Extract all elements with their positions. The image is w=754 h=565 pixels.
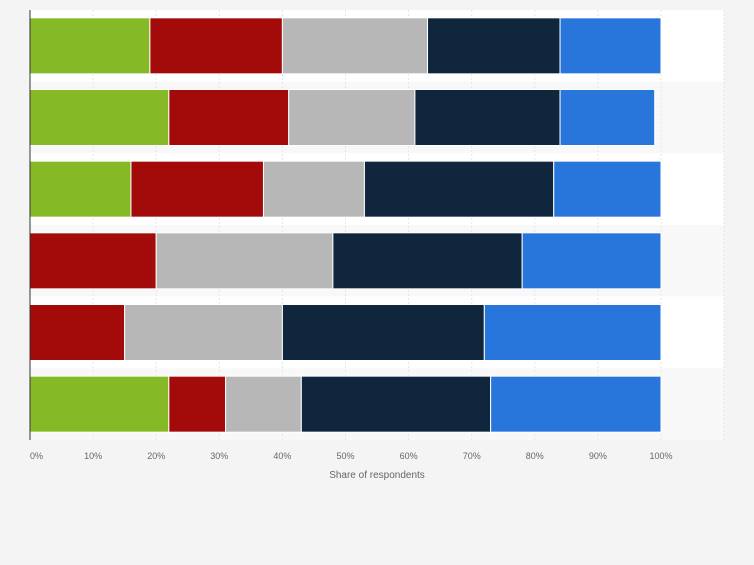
x-tick-label: 100% (649, 451, 672, 461)
bar-segment-row-1-series-4 (427, 17, 561, 75)
bar-segment-row-1-series-1 (29, 17, 151, 75)
x-axis-ticks: 0% 10% 20% 30% 40% 50% 60% 70% 80% 90% 100% (30, 451, 673, 461)
bar-segment-row-6-series-4 (300, 375, 492, 433)
bar-segment-row-3-series-4 (363, 160, 555, 218)
bar-segment-row-2-series-4 (414, 89, 561, 146)
bar-segment-row-2-series-3 (288, 89, 416, 146)
bar-segment-row-3-series-3 (262, 160, 365, 218)
bar-segment-row-2-series-2 (168, 89, 290, 146)
bar-segment-row-6-series-3 (225, 375, 302, 433)
bar-segment-row-3-series-2 (130, 160, 264, 218)
bars (29, 17, 662, 433)
x-tick-label: 0% (30, 451, 43, 461)
bar-segment-row-6-series-2 (168, 375, 227, 433)
x-tick-label: 10% (84, 451, 102, 461)
bar-segment-row-1-series-5 (559, 17, 662, 75)
bar-segment-row-5-series-3 (124, 304, 283, 361)
bar-segment-row-2-series-1 (29, 89, 170, 146)
bar-segment-row-6-series-1 (29, 375, 170, 433)
bar-segment-row-1-series-3 (281, 17, 429, 75)
bar-segment-row-4-series-5 (521, 232, 662, 290)
bar-segment-row-3-series-5 (553, 160, 662, 218)
bar-segment-row-4-series-3 (155, 232, 334, 290)
x-axis-label: Share of respondents (329, 470, 425, 481)
x-tick-label: 50% (336, 451, 354, 461)
bar-segment-row-3-series-1 (29, 160, 132, 218)
x-tick-label: 30% (210, 451, 228, 461)
bar-segment-row-4-series-4 (332, 232, 523, 290)
bar-segment-row-6-series-5 (490, 375, 662, 433)
row-bands (30, 10, 724, 440)
x-tick-label: 40% (273, 451, 291, 461)
bar-segment-row-4-series-2 (29, 232, 157, 290)
x-tick-label: 90% (589, 451, 607, 461)
x-tick-label: 80% (526, 451, 544, 461)
bar-segment-row-1-series-2 (149, 17, 283, 75)
bar-segment-row-5-series-2 (29, 304, 126, 361)
x-tick-label: 20% (147, 451, 165, 461)
x-tick-label: 70% (463, 451, 481, 461)
bar-segment-row-5-series-5 (483, 304, 662, 361)
bar-segment-row-5-series-4 (281, 304, 485, 361)
x-tick-label: 60% (400, 451, 418, 461)
bar-segment-row-2-series-5 (559, 89, 656, 146)
